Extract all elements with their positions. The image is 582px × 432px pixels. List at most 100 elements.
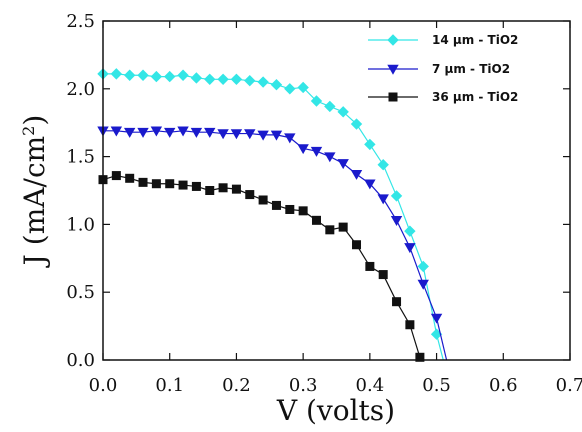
data-point-triangle bbox=[430, 313, 443, 324]
data-point-diamond bbox=[310, 95, 323, 107]
data-point-square bbox=[151, 179, 161, 189]
data-point-triangle bbox=[310, 146, 323, 157]
data-point-diamond bbox=[390, 190, 403, 202]
y-axis-title: J (mA/cm2) bbox=[18, 115, 51, 269]
data-point-triangle bbox=[337, 159, 349, 170]
data-point-square bbox=[125, 173, 135, 183]
data-point-square bbox=[338, 222, 348, 232]
data-point-diamond bbox=[244, 74, 256, 87]
y-tick-labels: 0.0 0.5 1.0 1.5 2.0 2.5 bbox=[66, 11, 95, 371]
data-point-triangle bbox=[230, 129, 243, 140]
data-point-diamond bbox=[177, 69, 189, 81]
data-point-square bbox=[392, 297, 402, 307]
data-point-square bbox=[298, 206, 308, 216]
data-point-square bbox=[138, 177, 148, 187]
y-tick-label: 1.0 bbox=[66, 214, 95, 235]
data-point-square bbox=[258, 195, 268, 205]
data-point-diamond bbox=[164, 70, 176, 83]
series-0 bbox=[97, 68, 444, 361]
data-point-diamond bbox=[204, 73, 216, 86]
data-point-square bbox=[352, 240, 362, 250]
data-point-diamond bbox=[387, 34, 399, 46]
data-point-square bbox=[178, 180, 188, 190]
data-point-diamond bbox=[257, 76, 269, 88]
data-point-square bbox=[165, 179, 175, 189]
data-point-triangle bbox=[364, 179, 376, 190]
data-point-square bbox=[365, 261, 375, 271]
data-point-diamond bbox=[150, 70, 163, 83]
x-tick-label: 0.5 bbox=[422, 375, 451, 396]
data-point-diamond bbox=[337, 106, 349, 118]
data-point-square bbox=[245, 190, 255, 200]
data-point-square bbox=[231, 184, 241, 194]
series-layer bbox=[97, 68, 448, 362]
y-axis-title-main: J (mA/cm bbox=[18, 136, 51, 269]
data-point-square bbox=[271, 200, 281, 210]
data-point-square bbox=[325, 225, 335, 235]
y-tick-label: 2.0 bbox=[66, 79, 95, 100]
data-point-triangle bbox=[217, 129, 229, 140]
data-point-triangle bbox=[350, 169, 363, 180]
data-point-triangle bbox=[270, 130, 283, 141]
data-point-triangle bbox=[387, 64, 399, 75]
x-tick-label: 0.1 bbox=[155, 375, 184, 396]
legend-label: 36 µm - TiO2 bbox=[432, 90, 518, 104]
data-point-diamond bbox=[377, 159, 389, 171]
y-tick-label: 0.0 bbox=[66, 350, 95, 371]
x-tick-label: 0.0 bbox=[89, 375, 118, 396]
data-point-diamond bbox=[350, 118, 363, 130]
legend: 14 µm - TiO2 7 µm - TiO2 36 µm - TiO2 bbox=[368, 33, 518, 104]
data-point-diamond bbox=[284, 83, 296, 95]
y-tick-label: 0.5 bbox=[66, 282, 95, 303]
data-point-triangle bbox=[110, 126, 123, 137]
x-tick-label: 0.3 bbox=[289, 375, 318, 396]
data-point-diamond bbox=[324, 100, 336, 113]
data-point-diamond bbox=[137, 69, 149, 81]
data-point-square bbox=[388, 92, 398, 102]
data-point-triangle bbox=[164, 127, 176, 138]
data-point-diamond bbox=[270, 79, 283, 91]
x-tick-label: 0.4 bbox=[356, 375, 385, 396]
plot-frame bbox=[102, 20, 571, 361]
x-tick-label: 0.6 bbox=[489, 375, 518, 396]
data-point-diamond bbox=[297, 81, 309, 94]
data-point-square bbox=[111, 171, 121, 181]
data-point-triangle bbox=[297, 144, 309, 155]
data-point-triangle bbox=[244, 129, 256, 140]
data-point-triangle bbox=[377, 194, 389, 205]
data-point-square bbox=[311, 215, 321, 225]
data-point-square bbox=[405, 320, 415, 330]
data-point-square bbox=[415, 352, 425, 362]
data-point-triangle bbox=[257, 130, 269, 141]
data-point-diamond bbox=[364, 138, 376, 151]
data-point-diamond bbox=[230, 73, 243, 86]
data-point-diamond bbox=[190, 72, 203, 84]
x-tick-label: 0.2 bbox=[222, 375, 251, 396]
data-point-triangle bbox=[390, 216, 403, 227]
data-point-square bbox=[205, 186, 215, 195]
data-point-triangle bbox=[123, 127, 136, 138]
x-tick-labels: 0.0 0.1 0.2 0.3 0.4 0.5 0.6 0.7 bbox=[89, 375, 582, 396]
data-point-diamond bbox=[110, 68, 123, 80]
data-point-triangle bbox=[137, 127, 149, 138]
data-point-square bbox=[378, 270, 388, 280]
data-point-triangle bbox=[150, 126, 163, 137]
data-point-triangle bbox=[404, 243, 416, 254]
y-axis-title-close: ) bbox=[18, 115, 51, 126]
data-point-diamond bbox=[404, 225, 416, 237]
data-point-diamond bbox=[417, 260, 429, 273]
data-point-square bbox=[191, 181, 201, 191]
x-tick-label: 0.7 bbox=[556, 375, 582, 396]
series-line bbox=[103, 130, 448, 361]
data-point-square bbox=[285, 204, 295, 214]
series-1 bbox=[97, 126, 448, 361]
data-point-square bbox=[218, 183, 228, 193]
legend-label: 14 µm - TiO2 bbox=[432, 33, 518, 47]
data-point-diamond bbox=[217, 73, 229, 86]
legend-label: 7 µm - TiO2 bbox=[432, 62, 510, 76]
y-tick-label: 1.5 bbox=[66, 147, 95, 168]
series-2 bbox=[98, 171, 425, 362]
data-point-triangle bbox=[177, 126, 189, 137]
data-point-triangle bbox=[204, 127, 216, 138]
